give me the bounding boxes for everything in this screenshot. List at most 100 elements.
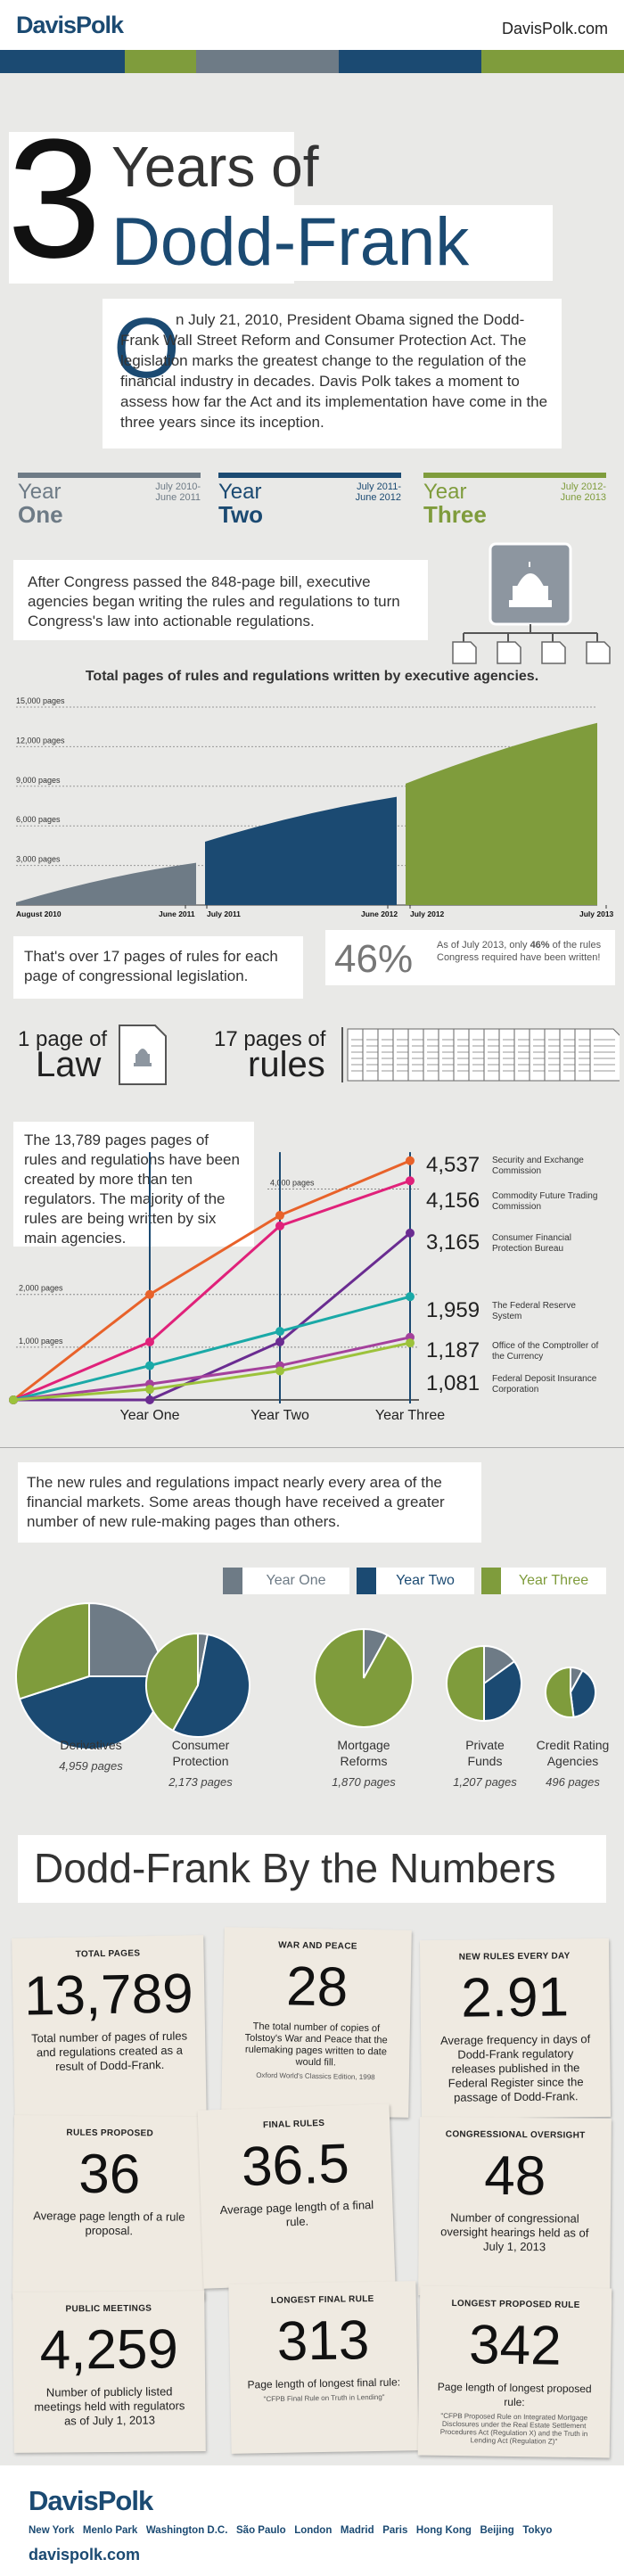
agency-name: The Federal Reserve System xyxy=(492,1301,576,1321)
footer-cities: New York Menlo Park Washington D.C. São … xyxy=(29,2525,553,2536)
pie-slice xyxy=(145,1632,199,1732)
intro-text: n July 21, 2010, President Obama signed … xyxy=(120,311,548,431)
x-tick-label: July 2013 xyxy=(579,909,614,918)
callout-areas: The new rules and regulations impact nea… xyxy=(18,1462,481,1543)
grid-label: 2,000 pages xyxy=(19,1284,63,1293)
area-chart-title: Total pages of rules and regulations wri… xyxy=(85,669,539,684)
line-series xyxy=(12,1295,411,1402)
numbers-title: Dodd-Frank By the Numbers xyxy=(34,1845,556,1891)
callout-46: 46% As of July 2013, only 46% of the rul… xyxy=(325,930,615,985)
pie-consumer-protection xyxy=(145,1632,250,1738)
pie-slice xyxy=(483,1659,522,1723)
pie-label: Derivatives 4,959 pages xyxy=(59,1738,123,1773)
pie-slice xyxy=(314,1627,414,1728)
title-line1: Years of xyxy=(111,135,319,199)
line-point xyxy=(406,1176,415,1186)
y-tick-label: 15,000 pages xyxy=(16,696,65,705)
pie-slice xyxy=(446,1644,485,1723)
line-series xyxy=(12,1341,411,1402)
y-tick-label: 3,000 pages xyxy=(16,855,61,864)
year-two-label: Year Two July 2011- June 2012 xyxy=(218,480,401,528)
pie-slice xyxy=(569,1669,596,1718)
capitol-icon xyxy=(452,542,611,664)
stat-card: CONGRESSIONAL OVERSIGHT 48 Number of congr… xyxy=(418,2117,612,2297)
legend-year-one: Year One xyxy=(242,1568,349,1594)
legend-year-three: Year Three xyxy=(501,1568,606,1594)
pie-credit-rating-agencies xyxy=(545,1666,596,1718)
legend-year-two: Year Two xyxy=(376,1568,474,1594)
footer-logo: DavisPolk xyxy=(29,2485,153,2516)
agency-name: Consumer Financial Protection Bureau xyxy=(492,1233,571,1254)
law-label: 1 page of xyxy=(18,1027,108,1051)
area-year-three xyxy=(406,722,597,905)
site-link[interactable]: DavisPolk.com xyxy=(501,20,608,37)
line-point xyxy=(145,1289,154,1299)
agency-name: Federal Deposit Insurance Corporation xyxy=(492,1374,597,1395)
pie-slice xyxy=(15,1601,90,1700)
x-tick-label: July 2011 xyxy=(207,909,241,918)
x-tick-label: June 2011 xyxy=(159,909,195,918)
pie-slice xyxy=(545,1666,575,1718)
pie-label: Credit Rating Agencies 496 pages xyxy=(536,1738,610,1789)
grid-label: 1,000 pages xyxy=(19,1337,63,1346)
agency-value: 1,081 xyxy=(426,1371,480,1395)
line-point xyxy=(275,1337,284,1346)
line-point xyxy=(145,1385,154,1395)
stat-card: PUBLIC MEETINGS 4,259 Number of publicly l… xyxy=(12,2291,206,2453)
grid-label: 4,000 pages xyxy=(270,1178,315,1187)
pie-mortgage-reforms xyxy=(314,1627,414,1728)
stat-card: RULES PROPOSED 36 Average page length of a… xyxy=(12,2115,206,2300)
x-tick-label: June 2012 xyxy=(361,909,398,918)
year-three-label: Year Three July 2012- June 2013 xyxy=(423,480,606,528)
pie-derivatives xyxy=(15,1601,164,1750)
stat-card: NEW RULES EVERY DAY 2.91 Average frequency… xyxy=(419,1938,612,2119)
line-point xyxy=(9,1395,18,1404)
year-one-label: Year One July 2010- June 2011 xyxy=(18,480,201,528)
line-point xyxy=(145,1337,154,1346)
y-tick-label: 9,000 pages xyxy=(16,776,61,785)
x-tick-label: August 2010 xyxy=(16,909,62,918)
title-number: 3 xyxy=(7,104,102,293)
agency-name: Office of the Comptroller of the Currenc… xyxy=(492,1341,599,1362)
line-point xyxy=(406,1228,415,1238)
agency-value: 3,165 xyxy=(426,1230,480,1255)
line-point xyxy=(406,1292,415,1302)
callout-rules: After Congress passed the 848-page bill,… xyxy=(13,560,428,640)
y-tick-label: 6,000 pages xyxy=(16,815,61,824)
y-tick-label: 12,000 pages xyxy=(16,736,65,745)
line-series xyxy=(13,1231,411,1402)
pie-label: Consumer Protection 2,173 pages xyxy=(168,1738,233,1789)
rules-label: 17 pages of xyxy=(214,1027,326,1051)
line-point xyxy=(275,1366,284,1376)
pie-slice xyxy=(171,1633,250,1738)
callout-17-pages: That's over 17 pages of rules for each p… xyxy=(13,936,303,999)
x-axis-label: Year One xyxy=(119,1408,179,1423)
color-bar xyxy=(0,50,624,73)
area-year-one xyxy=(16,862,196,905)
stat-card: TOTAL PAGES 13,789 Total number of pages o… xyxy=(12,1935,207,2126)
x-axis-label: Year Two xyxy=(250,1408,309,1423)
line-point xyxy=(406,1338,415,1348)
stat-card: LONGEST PROPOSED RULE 342 Page length of l… xyxy=(417,2285,612,2458)
line-series xyxy=(12,1179,411,1402)
agency-line-chart: 4,000 pages 2,000 pages 1,000 pages Year On… xyxy=(9,1152,445,1423)
footer-site[interactable]: davispolk.com xyxy=(29,2546,141,2564)
stat-card: WAR AND PEACE 28 The total number of copie… xyxy=(221,1927,412,2118)
agency-name: Commodity Future Trading Commission xyxy=(492,1191,598,1212)
pie-charts xyxy=(15,1601,596,1750)
line-point xyxy=(145,1361,154,1370)
line-series xyxy=(12,1336,411,1402)
agency-value: 4,156 xyxy=(426,1189,480,1213)
pie-label: Mortgage Reforms 1,870 pages xyxy=(332,1738,396,1789)
line-series xyxy=(12,1159,411,1402)
line-point xyxy=(406,1156,415,1165)
pie-private-funds xyxy=(446,1644,522,1723)
x-axis-label: Year Three xyxy=(375,1408,445,1423)
x-tick-label: July 2012 xyxy=(410,909,445,918)
title-line2: Dodd-Frank xyxy=(111,204,470,280)
logo: DavisPolk xyxy=(16,12,124,38)
intro-dropcap: O xyxy=(113,300,180,396)
line-point xyxy=(145,1395,154,1404)
header: DavisPolk DavisPolk.com xyxy=(0,0,624,50)
agency-value: 1,959 xyxy=(426,1298,480,1322)
